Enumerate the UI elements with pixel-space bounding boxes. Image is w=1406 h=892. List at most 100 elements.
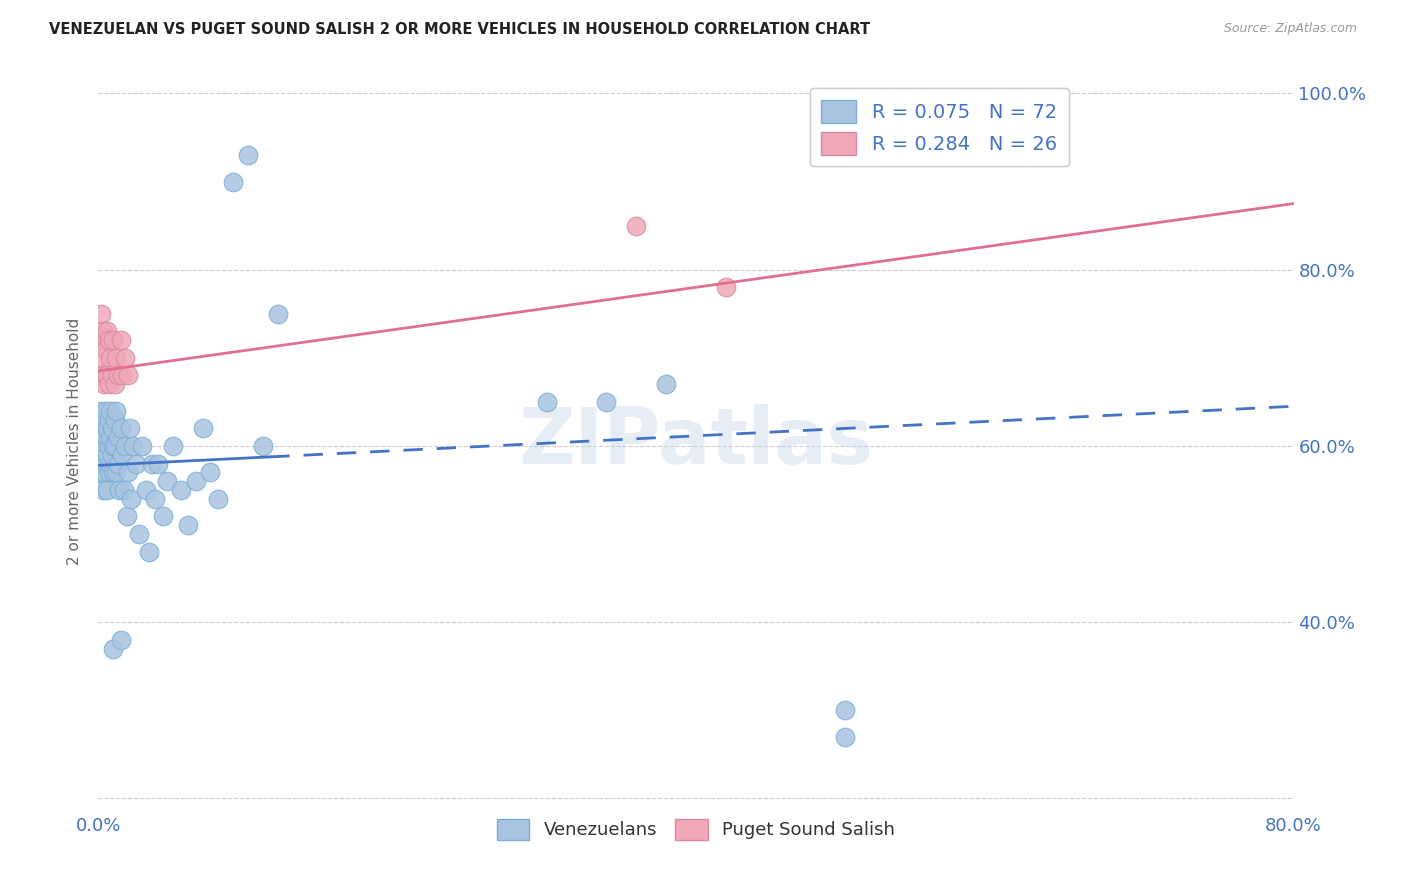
Point: [114, 439, 136, 453]
Text: ZIPatlas: ZIPatlas: [519, 403, 873, 480]
Point: [117, 466, 139, 480]
Point: [96, 448, 118, 462]
Point: [105, 466, 128, 480]
Point: [91, 421, 114, 435]
Point: [103, 466, 125, 480]
Point: [626, 219, 648, 233]
Point: [94, 342, 117, 356]
Point: [111, 448, 134, 462]
Text: VENEZUELAN VS PUGET SOUND SALISH 2 OR MORE VEHICLES IN HOUSEHOLD CORRELATION CHA: VENEZUELAN VS PUGET SOUND SALISH 2 OR MO…: [49, 22, 870, 37]
Point: [110, 632, 132, 647]
Point: [222, 175, 245, 189]
Point: [97, 412, 120, 426]
Point: [162, 439, 184, 453]
Point: [107, 368, 129, 383]
Point: [96, 368, 118, 383]
Point: [125, 457, 148, 471]
Point: [118, 421, 141, 435]
Y-axis label: 2 or more Vehicles in Household: 2 or more Vehicles in Household: [67, 318, 83, 566]
Point: [97, 466, 120, 480]
Point: [96, 483, 118, 497]
Point: [121, 439, 143, 453]
Point: [89, 368, 111, 383]
Point: [91, 368, 114, 383]
Point: [98, 403, 122, 417]
Point: [90, 430, 112, 444]
Point: [252, 439, 274, 453]
Point: [104, 412, 127, 426]
Point: [236, 148, 259, 162]
Point: [91, 448, 114, 462]
Point: [93, 333, 115, 347]
Point: [103, 333, 125, 347]
Point: [131, 439, 153, 453]
Point: [103, 439, 125, 453]
Legend: Venezuelans, Puget Sound Salish: Venezuelans, Puget Sound Salish: [489, 812, 903, 847]
Point: [97, 377, 120, 392]
Point: [90, 403, 112, 417]
Point: [98, 351, 122, 365]
Point: [114, 351, 136, 365]
Point: [267, 307, 290, 321]
Point: [120, 491, 142, 506]
Point: [103, 641, 125, 656]
Point: [128, 527, 150, 541]
Point: [90, 307, 112, 321]
Point: [93, 439, 115, 453]
Point: [89, 466, 111, 480]
Point: [91, 324, 114, 338]
Point: [89, 439, 111, 453]
Point: [152, 509, 174, 524]
Point: [97, 439, 120, 453]
Point: [108, 483, 131, 497]
Point: [135, 483, 157, 497]
Point: [655, 377, 678, 392]
Point: [93, 377, 115, 392]
Point: [834, 730, 856, 744]
Point: [184, 474, 207, 488]
Point: [94, 403, 117, 417]
Point: [138, 545, 160, 559]
Point: [104, 377, 127, 392]
Point: [111, 368, 134, 383]
Point: [98, 457, 122, 471]
Point: [110, 421, 132, 435]
Point: [101, 368, 124, 383]
Point: [595, 395, 617, 409]
Point: [98, 430, 122, 444]
Point: [148, 457, 170, 471]
Point: [714, 280, 737, 294]
Point: [90, 457, 112, 471]
Point: [191, 421, 214, 435]
Point: [117, 368, 139, 383]
Point: [105, 403, 128, 417]
Point: [94, 368, 117, 383]
Text: Source: ZipAtlas.com: Source: ZipAtlas.com: [1223, 22, 1357, 36]
Point: [101, 448, 124, 462]
Point: [93, 466, 115, 480]
Point: [94, 457, 117, 471]
Point: [101, 421, 124, 435]
Point: [834, 703, 856, 717]
Point: [169, 483, 191, 497]
Point: [115, 509, 138, 524]
Point: [156, 474, 179, 488]
Point: [110, 333, 132, 347]
Point: [89, 412, 111, 426]
Point: [143, 491, 166, 506]
Point: [104, 439, 127, 453]
Point: [536, 395, 558, 409]
Point: [107, 457, 129, 471]
Point: [200, 466, 222, 480]
Point: [90, 351, 112, 365]
Point: [207, 491, 229, 506]
Point: [96, 324, 118, 338]
Point: [94, 430, 117, 444]
Point: [97, 333, 120, 347]
Point: [105, 351, 128, 365]
Point: [112, 483, 135, 497]
Point: [96, 421, 118, 435]
Point: [89, 333, 111, 347]
Point: [107, 430, 129, 444]
Point: [93, 412, 115, 426]
